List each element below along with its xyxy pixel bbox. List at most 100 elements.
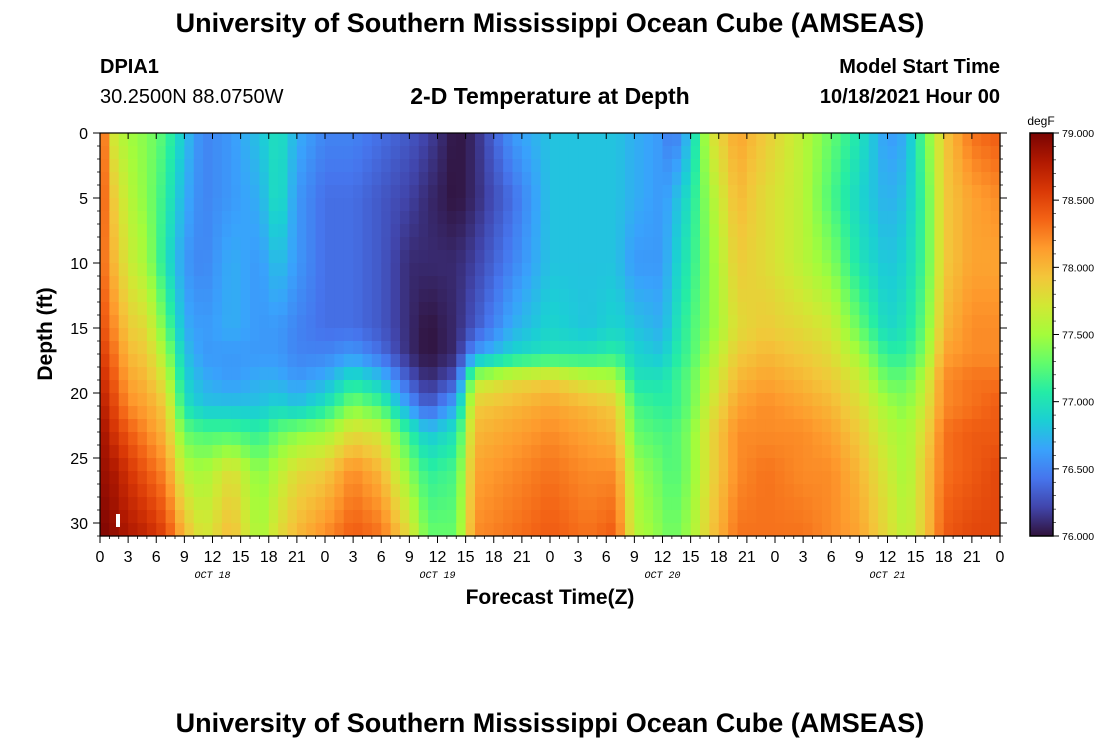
- heatmap-cell: [981, 276, 992, 290]
- heatmap-cell: [662, 302, 673, 316]
- heatmap-cell: [512, 159, 523, 173]
- heatmap-cell: [737, 471, 748, 485]
- heatmap-cell: [915, 185, 926, 199]
- heatmap-cell: [428, 250, 439, 264]
- heatmap-cell: [606, 393, 617, 407]
- heatmap-cell: [700, 211, 710, 225]
- heatmap-cell: [681, 198, 692, 212]
- heatmap-cell: [850, 133, 860, 147]
- heatmap-cell: [662, 315, 673, 329]
- heatmap-cell: [962, 523, 973, 537]
- heatmap-cell: [109, 484, 120, 498]
- heatmap-cell: [906, 198, 917, 212]
- heatmap-cell: [353, 458, 364, 472]
- heatmap-cell: [268, 263, 279, 277]
- heatmap-cell: [371, 224, 382, 238]
- heatmap-cell: [540, 367, 551, 381]
- heatmap-cell: [521, 367, 532, 381]
- heatmap-cell: [259, 185, 270, 199]
- heatmap-cell: [700, 484, 710, 498]
- heatmap-cell: [643, 380, 654, 394]
- heatmap-cell: [625, 146, 635, 160]
- heatmap-cell: [315, 315, 326, 329]
- heatmap-cell: [643, 341, 654, 355]
- heatmap-cell: [971, 172, 982, 186]
- heatmap-cell: [484, 146, 495, 160]
- heatmap-cell: [634, 523, 645, 537]
- heatmap-cell: [737, 380, 748, 394]
- heatmap-cell: [231, 250, 242, 264]
- heatmap-cell: [803, 341, 814, 355]
- heatmap-cell: [803, 523, 814, 537]
- heatmap-cell: [812, 159, 823, 173]
- heatmap-cell: [709, 237, 720, 251]
- heatmap-cell: [128, 497, 139, 511]
- heatmap-cell: [737, 289, 748, 303]
- heatmap-cell: [456, 484, 467, 498]
- heatmap-cell: [400, 263, 410, 277]
- heatmap-cell: [118, 250, 129, 264]
- marker: [116, 514, 120, 527]
- heatmap-cell: [428, 328, 439, 342]
- heatmap-cell: [634, 198, 645, 212]
- heatmap-cell: [231, 198, 242, 212]
- heatmap-cell: [512, 146, 523, 160]
- heatmap-cell: [343, 289, 354, 303]
- heatmap-cell: [953, 159, 964, 173]
- heatmap-cell: [990, 302, 1001, 316]
- heatmap-cell: [456, 237, 467, 251]
- heatmap-cell: [596, 211, 607, 225]
- heatmap-cell: [934, 159, 945, 173]
- heatmap-cell: [896, 367, 907, 381]
- heatmap-cell: [128, 367, 139, 381]
- heatmap-cell: [925, 172, 935, 186]
- heatmap-cell: [484, 419, 495, 433]
- heatmap-cell: [737, 510, 748, 524]
- heatmap-cell: [803, 276, 814, 290]
- heatmap-cell: [587, 250, 598, 264]
- heatmap-cell: [831, 185, 842, 199]
- heatmap-cell: [409, 497, 420, 511]
- heatmap-cell: [259, 510, 270, 524]
- heatmap-cell: [868, 185, 879, 199]
- heatmap-cell: [953, 419, 964, 433]
- heatmap-cell: [971, 497, 982, 511]
- heatmap-cell: [775, 484, 785, 498]
- heatmap-cell: [353, 315, 364, 329]
- heatmap-cell: [643, 419, 654, 433]
- heatmap-cell: [278, 445, 289, 459]
- x-tick-label: 18: [485, 549, 503, 566]
- heatmap-cell: [446, 211, 457, 225]
- heatmap-cell: [643, 263, 654, 277]
- heatmap-cell: [240, 159, 251, 173]
- heatmap-cell: [475, 315, 485, 329]
- heatmap-cell: [137, 289, 148, 303]
- heatmap-cell: [606, 341, 617, 355]
- heatmap-cell: [184, 484, 195, 498]
- heatmap-cell: [559, 328, 570, 342]
- heatmap-cell: [100, 159, 110, 173]
- heatmap-cell: [306, 393, 317, 407]
- heatmap-cell: [278, 185, 289, 199]
- heatmap-cell: [278, 302, 289, 316]
- heatmap-cell: [540, 354, 551, 368]
- heatmap-cell: [484, 237, 495, 251]
- heatmap-cell: [334, 211, 345, 225]
- heatmap-cell: [587, 354, 598, 368]
- heatmap-cell: [475, 237, 485, 251]
- heatmap-cell: [231, 458, 242, 472]
- heatmap-cell: [521, 523, 532, 537]
- heatmap-cell: [653, 406, 664, 420]
- heatmap-cell: [409, 315, 420, 329]
- heatmap-cell: [175, 445, 185, 459]
- heatmap-cell: [418, 341, 429, 355]
- heatmap-cell: [118, 328, 129, 342]
- y-axis-label: Depth (ft): [34, 287, 57, 380]
- heatmap-cell: [521, 315, 532, 329]
- heatmap-cell: [250, 289, 260, 303]
- heatmap-cell: [784, 133, 795, 147]
- heatmap-cell: [643, 302, 654, 316]
- heatmap-cell: [831, 445, 842, 459]
- heatmap-cell: [681, 354, 692, 368]
- heatmap-cell: [653, 497, 664, 511]
